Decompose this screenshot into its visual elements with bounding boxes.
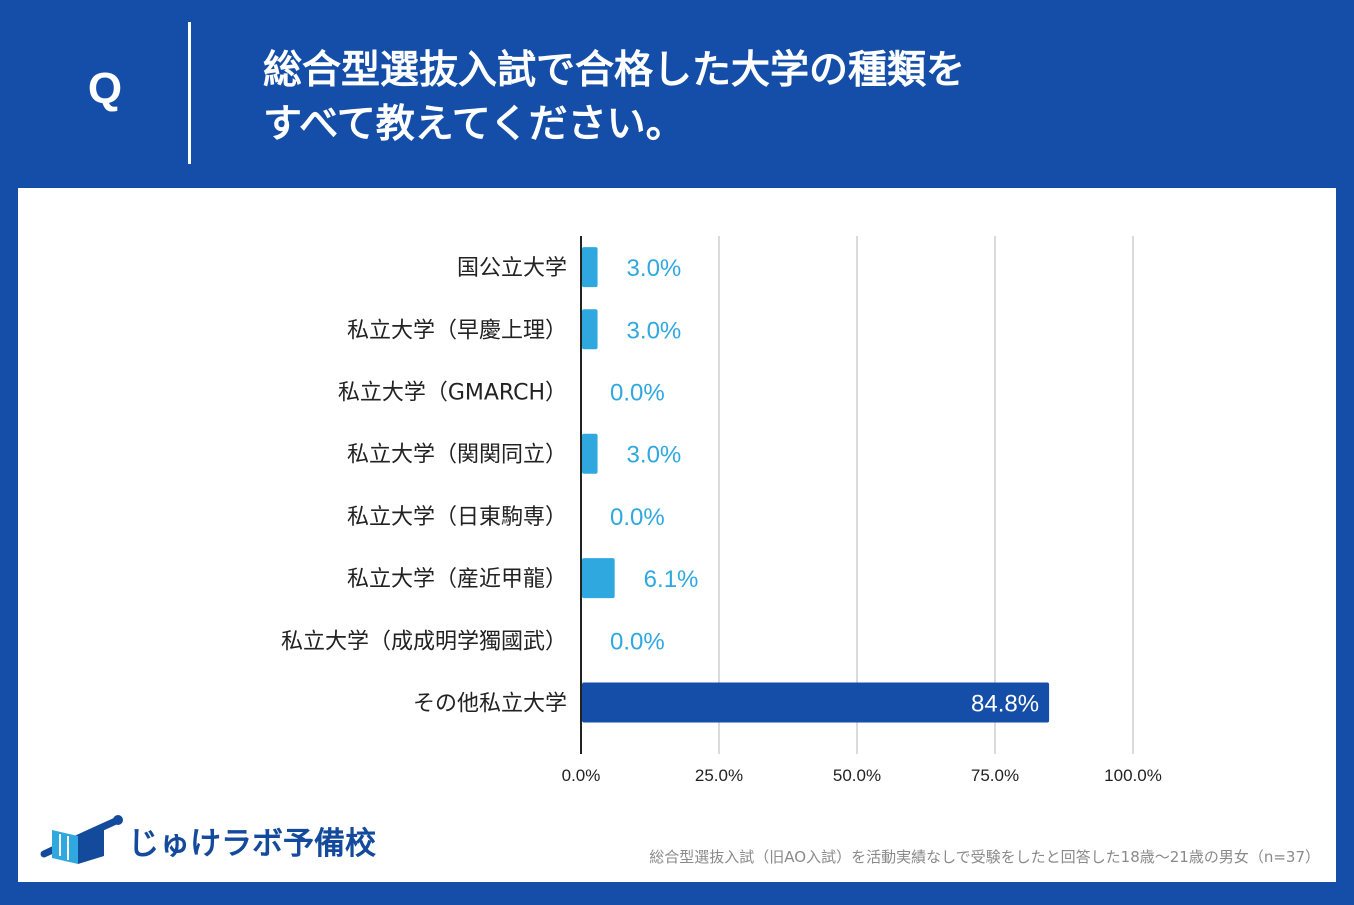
category-label: 私立大学（早慶上理） [347, 318, 567, 343]
bar [582, 247, 598, 288]
brand-logo: じゅけラボ予備校 [38, 808, 378, 868]
value-labels: 3.0% 3.0% 0.0% 3.0% 0.0% 6.1% 0.0% 84.8% [610, 255, 1039, 717]
value-label: 0.0% [610, 380, 665, 407]
category-label: 私立大学（日東駒専） [347, 505, 567, 530]
brand-name: じゅけラボ予備校 [128, 826, 376, 862]
x-tick-label: 25.0% [695, 766, 743, 785]
x-tick-labels: 0.0% 25.0% 50.0% 75.0% 100.0% [562, 766, 1162, 785]
footnote: 総合型選抜入試（旧AO入試）を活動実績なしで受験をしたと回答した18歳～21歳の… [649, 848, 1320, 866]
question-marker: Q [87, 64, 123, 113]
bars [582, 247, 1050, 723]
chart-panel: 国公立大学私立大学（早慶上理） 私立大学（GMARCH） 私立大学（関関同立） 私立大… [18, 188, 1336, 882]
value-label: 0.0% [610, 504, 665, 531]
bar [582, 433, 598, 474]
x-tick-label: 100.0% [1104, 766, 1162, 785]
x-tick-label: 50.0% [833, 766, 881, 785]
category-label: その他私立大学 [413, 692, 567, 717]
question-title-line-2: すべて教えてください。 [263, 102, 685, 147]
value-label: 3.0% [627, 255, 682, 282]
bar [582, 558, 615, 599]
value-label: 3.0% [627, 317, 682, 344]
question-title-line-1: 総合型選抜入試で合格した大学の種類を [263, 48, 966, 93]
bar [582, 309, 598, 350]
x-tick-label: 0.0% [562, 766, 601, 785]
question-title: 総合型選抜入試で合格した大学の種類を すべて教えてください。 [263, 44, 1323, 152]
x-tick-label: 75.0% [971, 766, 1019, 785]
category-label: 私立大学（関関同立） [347, 443, 567, 468]
category-label: 私立大学（産近甲龍） [347, 567, 567, 592]
book-logo-icon [40, 815, 123, 864]
value-label: 6.1% [644, 566, 699, 593]
value-label: 84.8% [971, 691, 1039, 718]
gridlines [580, 236, 1134, 754]
header-divider [188, 22, 191, 164]
category-label: 私立大学（GMARCH） [338, 381, 567, 406]
value-label: 0.0% [610, 628, 665, 655]
value-label: 3.0% [627, 442, 682, 469]
bar [582, 682, 1050, 723]
category-label: 国公立大学 [457, 256, 567, 281]
category-label: 私立大学（成成明学獨國武） [281, 629, 567, 654]
